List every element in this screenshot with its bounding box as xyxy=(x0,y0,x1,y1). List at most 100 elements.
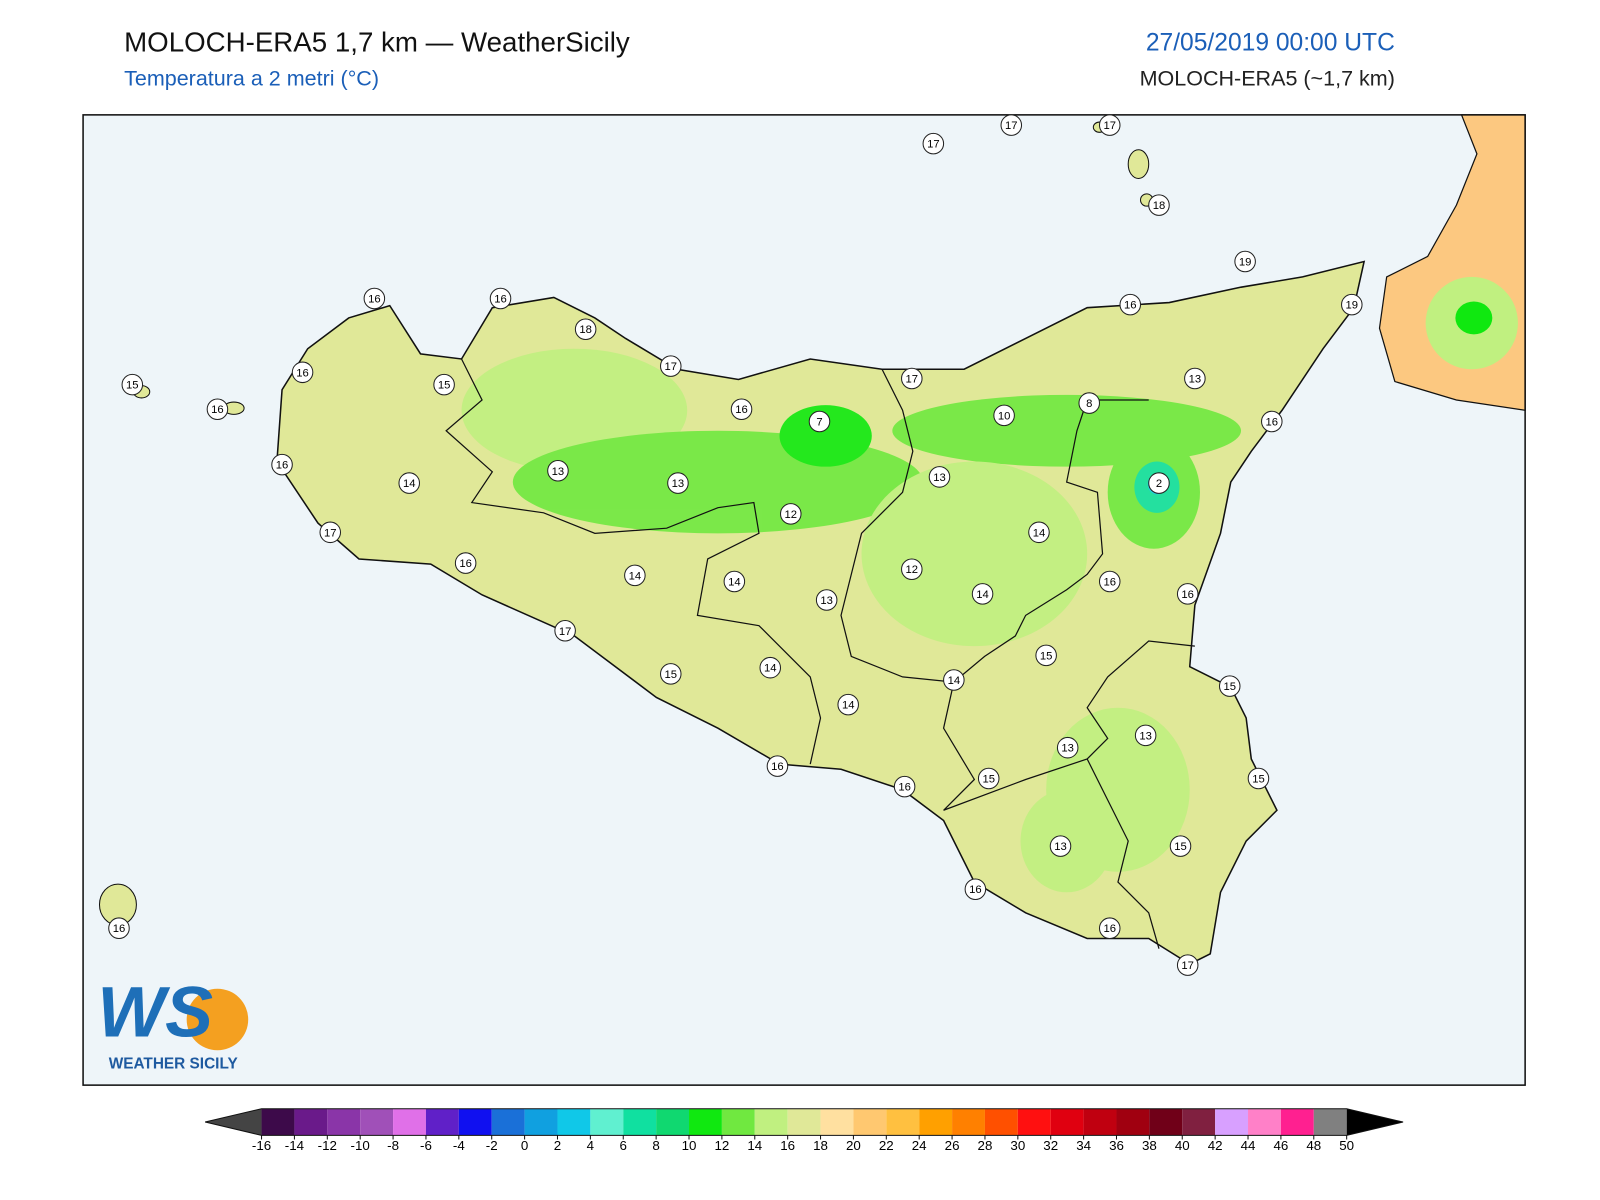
colorbar-segment xyxy=(425,1108,459,1136)
logo-letters: WS xyxy=(97,972,213,1052)
colorbar-segment xyxy=(886,1108,920,1136)
station-value: 16 xyxy=(771,761,784,773)
station-marker xyxy=(1028,521,1050,544)
colorbar-segment xyxy=(1149,1108,1183,1136)
station-value: 17 xyxy=(1005,120,1018,132)
colorbar-tick-label: 30 xyxy=(1010,1138,1025,1153)
station-marker xyxy=(454,552,477,574)
colorbar-segment xyxy=(261,1108,295,1136)
colorbar-segment xyxy=(623,1108,657,1136)
station-marker xyxy=(1261,410,1283,433)
colorbar-segment xyxy=(1083,1108,1117,1136)
colorbar-segment xyxy=(1313,1108,1347,1136)
station-marker xyxy=(943,669,965,691)
station-value: 12 xyxy=(785,509,798,521)
logo-sun xyxy=(186,988,249,1051)
station-marker xyxy=(1098,114,1121,136)
station-marker xyxy=(1176,954,1199,976)
station-value: 15 xyxy=(982,773,995,785)
station-marker xyxy=(121,373,144,396)
station-marker xyxy=(928,466,951,488)
colorbar-tick-label: 50 xyxy=(1339,1138,1354,1153)
colorbar-segment xyxy=(853,1108,887,1136)
colorbar-segment xyxy=(1280,1108,1314,1136)
station-marker xyxy=(1119,293,1142,316)
station-marker xyxy=(363,287,386,310)
title: MOLOCH-ERA5 1,7 km — WeatherSicily xyxy=(124,26,630,57)
colorbar-tick-label: 16 xyxy=(780,1138,795,1153)
station-value: 15 xyxy=(1252,773,1265,785)
map xyxy=(83,114,1526,1086)
province-border xyxy=(1086,758,1160,949)
station-value: 15 xyxy=(126,380,139,392)
station-marker xyxy=(1098,570,1121,593)
station-marker xyxy=(759,656,782,679)
colorbar-segment xyxy=(590,1108,624,1136)
station-value: 18 xyxy=(579,324,592,336)
station-value: 7 xyxy=(816,417,822,429)
station-marker xyxy=(319,521,342,544)
station-marker xyxy=(922,132,945,155)
station-value: 14 xyxy=(1033,527,1046,539)
colorbar-tick-label: 46 xyxy=(1273,1138,1288,1153)
station-marker xyxy=(723,570,746,593)
colorbar-tick-label: 14 xyxy=(747,1138,762,1153)
station-value: 13 xyxy=(552,466,565,478)
station-marker xyxy=(624,564,646,587)
colorbar-tick-label: 36 xyxy=(1109,1138,1124,1153)
station-value: 13 xyxy=(1054,841,1067,853)
station-marker xyxy=(1078,392,1100,414)
station-value: 16 xyxy=(211,404,224,416)
colorbar-tick-label: 2 xyxy=(554,1138,561,1153)
station-value: 16 xyxy=(1103,577,1116,589)
colorbar-tick-label: -4 xyxy=(453,1138,465,1153)
station-value: 14 xyxy=(403,478,416,490)
station-marker xyxy=(1049,835,1072,857)
colorbar-segment xyxy=(360,1108,394,1136)
station-value: 15 xyxy=(665,669,678,681)
station-marker xyxy=(1098,917,1121,939)
station-marker xyxy=(901,367,923,390)
station-value: 18 xyxy=(1153,200,1166,212)
station-marker xyxy=(206,398,229,420)
colorbar-tick-label: 4 xyxy=(587,1138,595,1153)
station-marker xyxy=(977,767,1000,790)
station-marker xyxy=(660,663,682,685)
colorbar-tick-label: -10 xyxy=(351,1138,370,1153)
colorbar-under xyxy=(205,1108,262,1136)
station-marker xyxy=(808,410,831,433)
station-value: 2 xyxy=(1156,478,1162,490)
colorbar-segment xyxy=(1017,1108,1051,1136)
station-marker xyxy=(554,620,576,642)
station-marker xyxy=(766,755,789,777)
colorbar-tick-label: 20 xyxy=(846,1138,861,1153)
station-marker xyxy=(398,472,420,494)
colorbar-tick-label: -12 xyxy=(318,1138,337,1153)
station-marker xyxy=(730,398,753,420)
colorbar-tick-label: -16 xyxy=(252,1138,271,1153)
station-value: 17 xyxy=(1103,120,1116,132)
station-value: 14 xyxy=(976,589,989,601)
colorbar-segment xyxy=(919,1108,953,1136)
colorbar-segment xyxy=(1215,1108,1249,1136)
colorbar: -16 -14 -12 -10 -8 -6 -4 -2 0 2 4 6 8 10 12 14 16 18 20 22 2… xyxy=(205,1108,1404,1153)
station-value: 15 xyxy=(1223,681,1236,693)
station-value: 13 xyxy=(933,472,946,484)
station-marker xyxy=(1169,835,1192,857)
station-marker xyxy=(1218,675,1241,697)
station-value: 14 xyxy=(842,700,855,712)
colorbar-segment xyxy=(1116,1108,1150,1136)
station-marker xyxy=(271,453,293,476)
station-marker xyxy=(1148,194,1170,216)
logo: WS WEATHER SICILY xyxy=(97,972,249,1073)
colorbar-tick-label: 38 xyxy=(1142,1138,1157,1153)
station-marker xyxy=(660,355,682,377)
station-value: 17 xyxy=(665,361,678,373)
colorbar-tick-label: 48 xyxy=(1306,1138,1321,1153)
station-value: 17 xyxy=(927,139,940,151)
colorbar-segment xyxy=(458,1108,492,1136)
station-marker xyxy=(667,472,689,494)
province-border xyxy=(445,358,822,765)
station-value: 14 xyxy=(629,570,642,582)
